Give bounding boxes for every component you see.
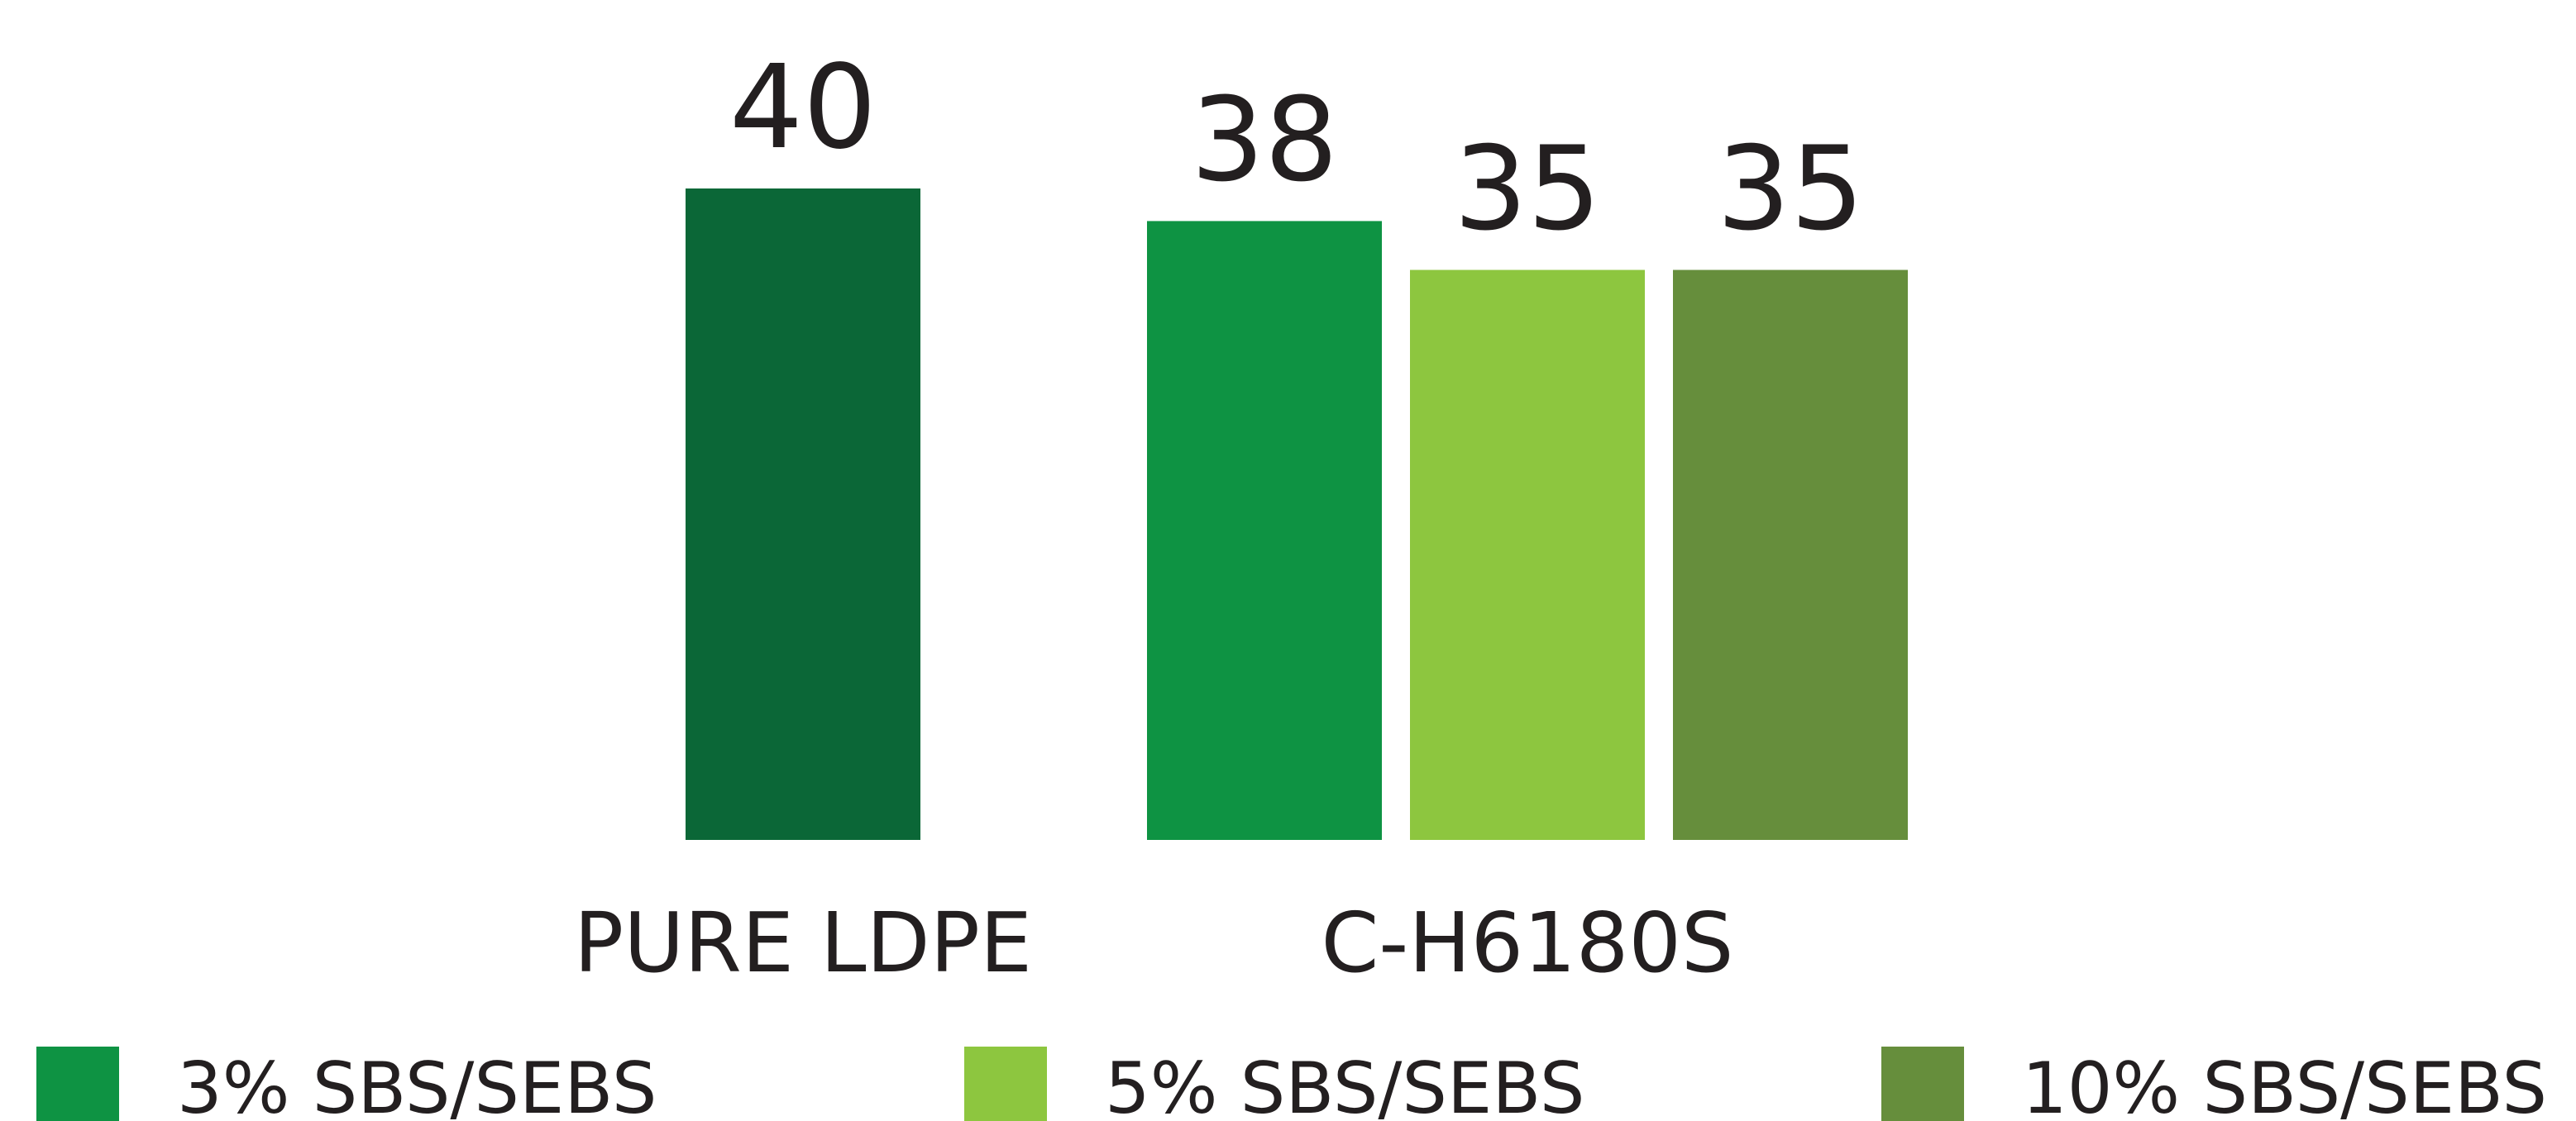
legend-label: 5% SBS/SEBS [1105,1047,1584,1121]
value-label: 40 [729,41,877,175]
value-label: 35 [1717,122,1864,257]
category-label: PURE LDPE [574,894,1032,991]
legend-swatch [964,1047,1047,1121]
legend-swatch [36,1047,119,1121]
bar [1410,270,1645,840]
category-label: C-H6180S [1321,894,1733,991]
value-label: 38 [1191,73,1338,208]
bar [1147,221,1382,840]
bar [1673,270,1908,840]
legend-swatch [1881,1047,1964,1121]
bar [686,188,920,840]
value-label: 35 [1454,122,1601,257]
legend-label: 10% SBS/SEBS [2022,1047,2547,1121]
legend-label: 3% SBS/SEBS [177,1047,657,1121]
